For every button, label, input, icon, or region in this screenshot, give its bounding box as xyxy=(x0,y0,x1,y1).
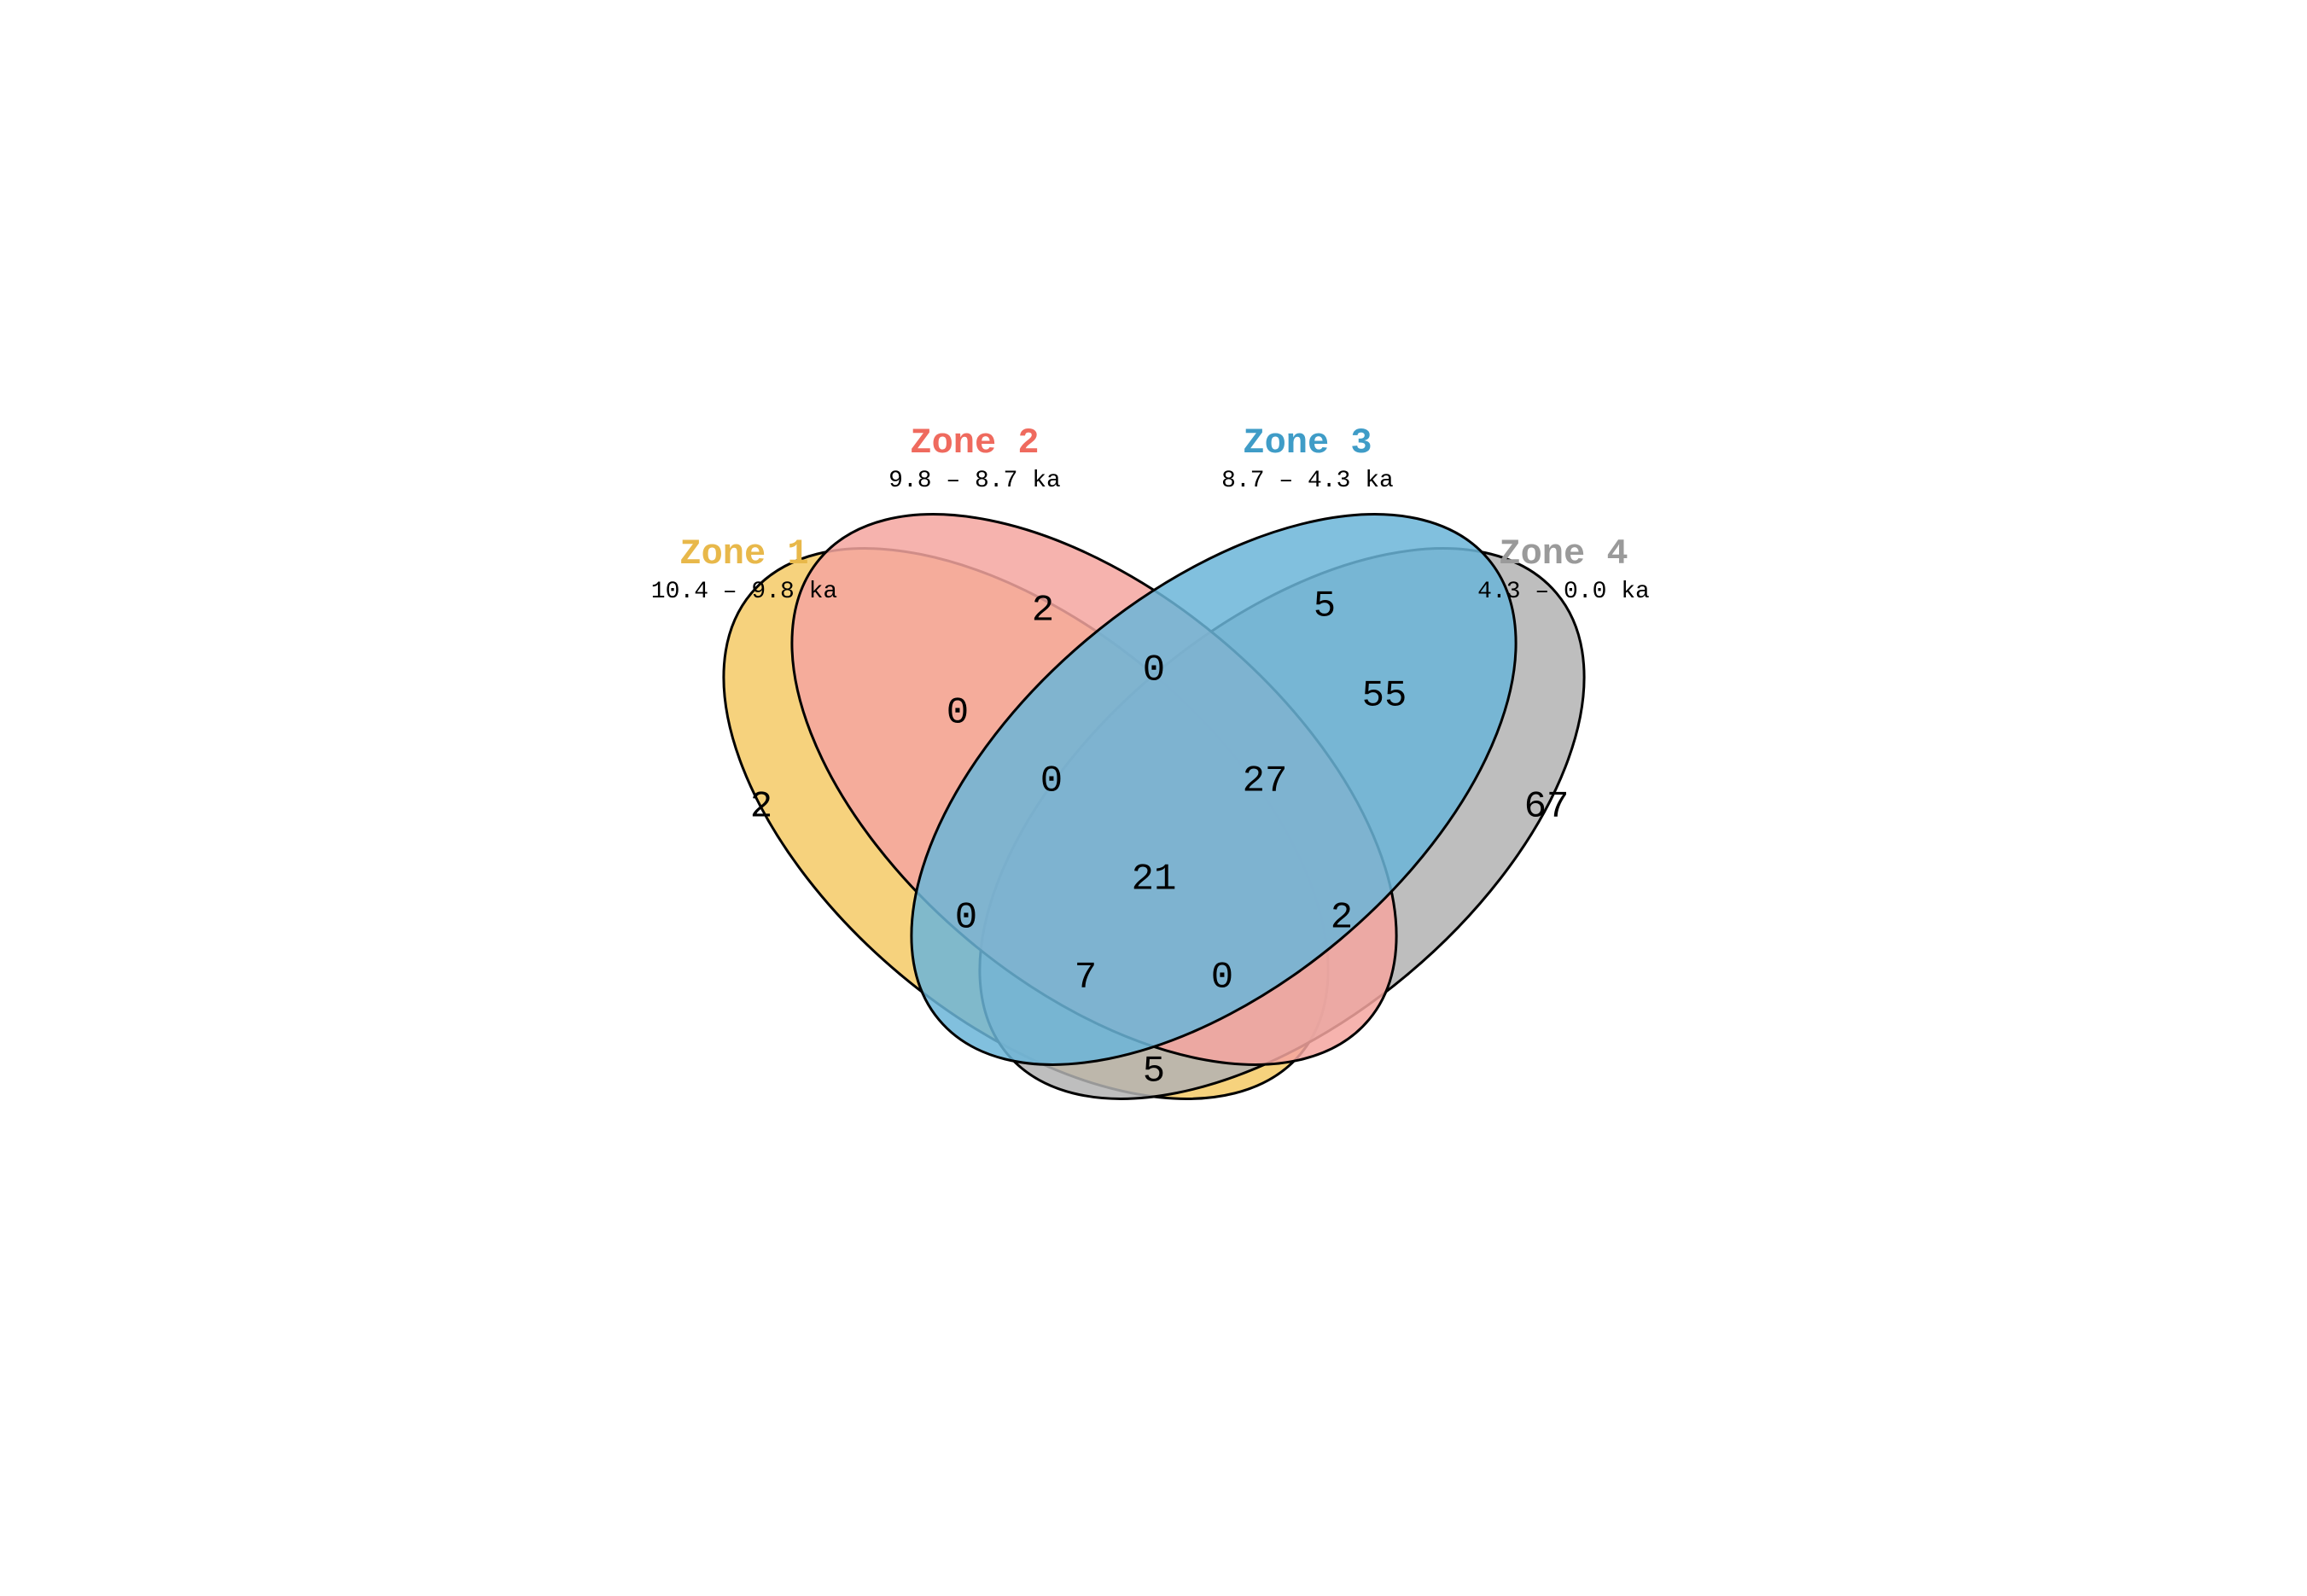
set-d-subtitle: 4.3 – 0.0 ka xyxy=(1477,579,1650,605)
region-cd-value: 55 xyxy=(1361,675,1407,718)
set-a-title: Zone 1 xyxy=(679,533,808,574)
region-ab-value: 0 xyxy=(946,692,968,735)
region-b-value: 2 xyxy=(1031,590,1053,632)
set-b-title: Zone 2 xyxy=(910,422,1039,463)
set-c-subtitle: 8.7 – 4.3 ka xyxy=(1221,468,1394,494)
venn4-diagram: 2 2 5 67 0 0 55 0 2 5 0 27 7 0 21 Zone 1 10.4 – 9.8 ka Zo… xyxy=(599,414,1709,1182)
region-d-value: 67 xyxy=(1523,786,1569,829)
region-acd-value: 7 xyxy=(1074,957,1096,999)
region-bcd-value: 27 xyxy=(1242,760,1287,803)
region-ac-value: 0 xyxy=(954,897,976,940)
set-c-title: Zone 3 xyxy=(1243,422,1372,463)
set-b-subtitle: 9.8 – 8.7 ka xyxy=(888,468,1061,494)
region-a-value: 2 xyxy=(749,786,772,829)
set-d-title: Zone 4 xyxy=(1499,533,1628,574)
region-bc-value: 0 xyxy=(1142,649,1164,692)
set-a-subtitle: 10.4 – 9.8 ka xyxy=(650,579,836,605)
region-ad-value: 5 xyxy=(1142,1051,1164,1093)
region-abd-value: 0 xyxy=(1210,957,1232,999)
region-c-value: 5 xyxy=(1313,585,1335,628)
region-abc-value: 0 xyxy=(1040,760,1062,803)
region-abcd-value: 21 xyxy=(1131,859,1176,901)
region-bd-value: 2 xyxy=(1330,897,1352,940)
